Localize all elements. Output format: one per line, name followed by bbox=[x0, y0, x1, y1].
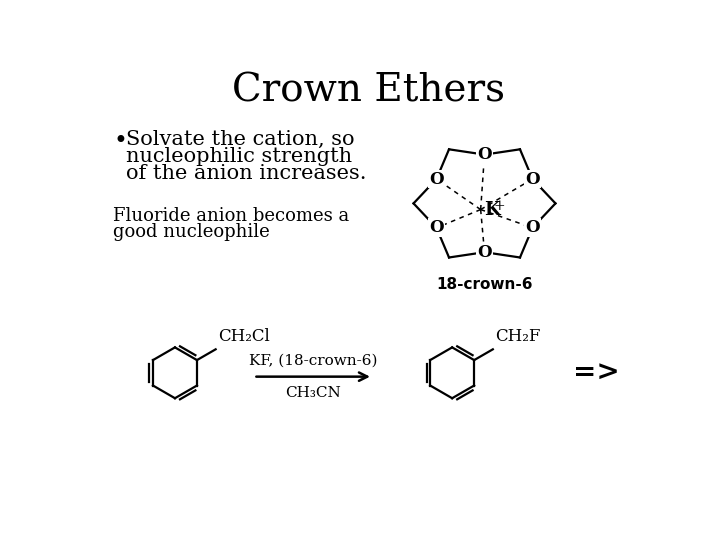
Text: K: K bbox=[484, 200, 500, 219]
Text: KF, (18-crown-6): KF, (18-crown-6) bbox=[249, 353, 377, 367]
Text: Crown Ethers: Crown Ethers bbox=[233, 72, 505, 110]
Text: =>: => bbox=[573, 359, 619, 386]
Text: 18-crown-6: 18-crown-6 bbox=[436, 277, 533, 292]
Text: of the anion increases.: of the anion increases. bbox=[127, 164, 367, 183]
Text: CH₃CN: CH₃CN bbox=[285, 386, 341, 400]
Text: O: O bbox=[429, 219, 444, 237]
Text: +: + bbox=[494, 199, 505, 213]
Text: O: O bbox=[525, 171, 540, 187]
Text: good nucleophile: good nucleophile bbox=[113, 222, 270, 241]
Text: nucleophilic strength: nucleophilic strength bbox=[127, 147, 353, 166]
Text: •: • bbox=[113, 130, 127, 153]
Text: CH₂Cl: CH₂Cl bbox=[218, 328, 270, 346]
Text: Solvate the cation, so: Solvate the cation, so bbox=[127, 130, 355, 149]
Text: O: O bbox=[477, 244, 492, 261]
Text: CH₂F: CH₂F bbox=[495, 328, 541, 346]
Text: O: O bbox=[525, 219, 540, 237]
Text: O: O bbox=[477, 146, 492, 163]
Text: O: O bbox=[429, 171, 444, 187]
Text: Fluoride anion becomes a: Fluoride anion becomes a bbox=[113, 207, 350, 225]
